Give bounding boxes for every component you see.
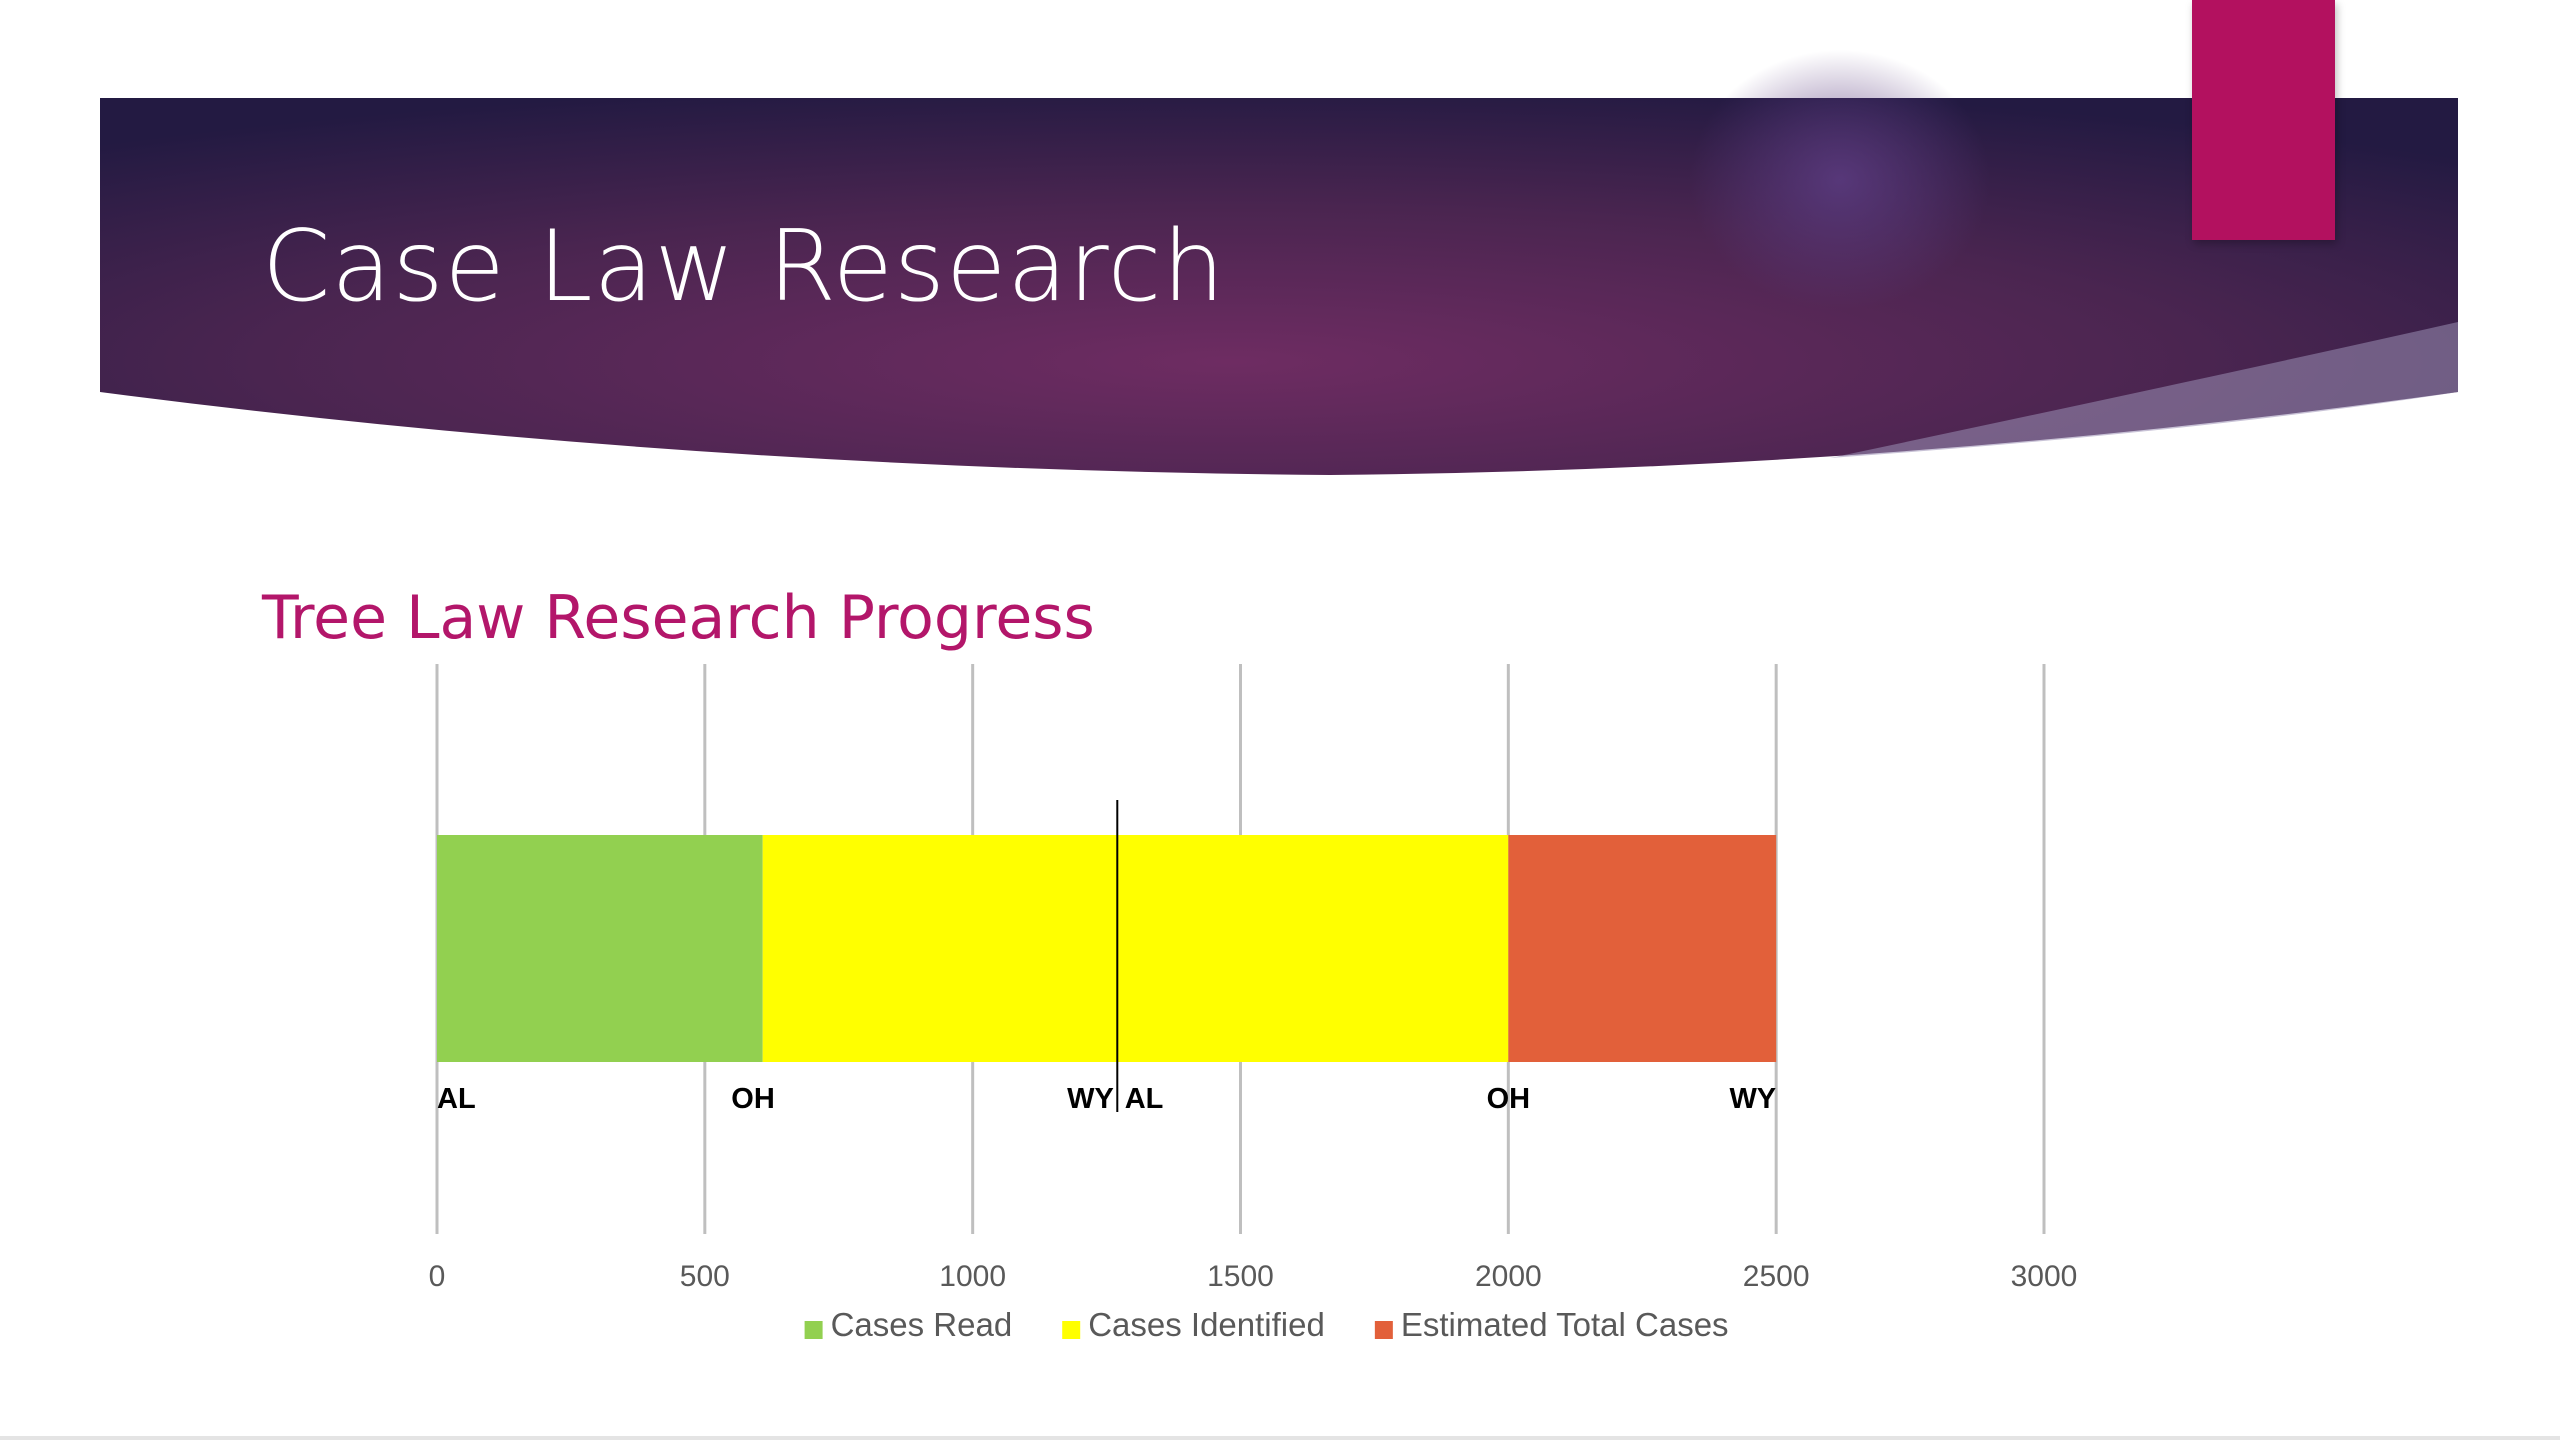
x-tick-label: 3000 [2011, 1260, 2078, 1293]
legend-swatch [1062, 1321, 1081, 1339]
x-tick-label: 2000 [1475, 1260, 1542, 1293]
legend-label: Estimated Total Cases [1401, 1306, 1729, 1343]
bar-segment [762, 835, 1509, 1062]
data-label: WY [1067, 1083, 1114, 1115]
legend-label: Cases Identified [1088, 1306, 1325, 1343]
data-label: WY [1729, 1083, 1776, 1115]
legend: Cases Read Cases Identified Estimated Tota… [804, 1306, 1729, 1343]
data-labels: AL OH WY AL OH WY [437, 1083, 1776, 1115]
data-label: OH [731, 1083, 775, 1115]
legend-swatch [1374, 1321, 1393, 1339]
x-tick-label: 1000 [939, 1260, 1006, 1293]
data-label: AL [1125, 1083, 1164, 1115]
x-tick-label: 1500 [1207, 1260, 1274, 1293]
slide-title: Case Law Research [262, 210, 1226, 324]
chart-title: Tree Law Research Progress [262, 583, 1095, 653]
legend-label: Cases Read [831, 1306, 1013, 1343]
accent-tab [2192, 0, 2335, 240]
slide-bottom-border [0, 1436, 2560, 1440]
legend-swatch [804, 1321, 823, 1339]
bar-segment [1508, 835, 1777, 1062]
bars [437, 835, 1777, 1062]
data-label: AL [437, 1083, 476, 1115]
bar-segment [437, 835, 763, 1062]
x-tick-label: 2500 [1743, 1260, 1810, 1293]
banner-sheen [1830, 322, 2458, 458]
x-tick-label: 0 [429, 1260, 446, 1293]
data-label: OH [1487, 1083, 1531, 1115]
x-tick-label: 500 [680, 1260, 730, 1293]
x-axis-ticks: 0 500 1000 1500 2000 2500 3000 [429, 1260, 2078, 1293]
banner-glow [1690, 50, 1990, 310]
title-banner [100, 50, 2458, 475]
